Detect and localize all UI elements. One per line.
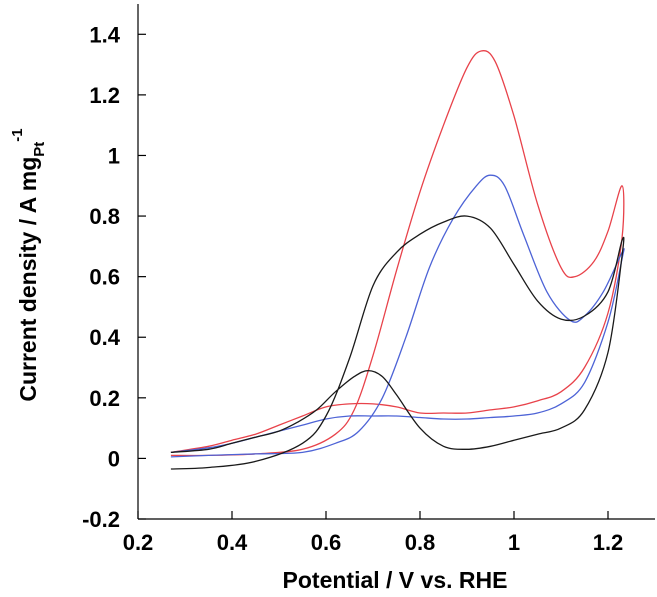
x-tick-label: 0.6 <box>311 530 342 555</box>
y-tick-label: 0.8 <box>89 204 120 229</box>
y-ticks: -0.2 0 0.2 0.4 0.6 0.8 1 1.2 1.4 <box>82 22 146 532</box>
series-line-3 <box>171 216 624 469</box>
x-tick-label: 0.8 <box>405 530 436 555</box>
y-tick-label: 0.2 <box>89 386 120 411</box>
plot-frame <box>138 4 655 519</box>
y-tick-label: -0.2 <box>82 507 120 532</box>
x-tick-label: 1 <box>508 530 520 555</box>
y-tick-label: 1 <box>108 143 120 168</box>
series-layer <box>171 51 624 469</box>
series-line-1 <box>171 51 624 456</box>
x-tick-label: 0.4 <box>217 530 248 555</box>
x-axis-title: Potential / V vs. RHE <box>283 567 508 593</box>
x-tick-label: 0.2 <box>123 530 154 555</box>
series-line-2 <box>171 175 624 457</box>
x-tick-label: 1.2 <box>593 530 624 555</box>
x-ticks: 0.2 0.4 0.6 0.8 1 1.2 <box>123 511 624 555</box>
y-tick-label: 1.2 <box>89 83 120 108</box>
y-tick-label: 0.4 <box>89 325 120 350</box>
y-axis-title-superscript: -1 <box>9 128 26 141</box>
y-axis-title: Current density / A mgPt -1 <box>9 128 48 401</box>
y-axis-title-main: Current density / A mg <box>15 157 41 402</box>
y-tick-label: 0 <box>108 446 120 471</box>
y-axis-title-subscript: Pt <box>31 142 48 157</box>
y-tick-label: 0.6 <box>89 265 120 290</box>
y-tick-label: 1.4 <box>89 22 120 47</box>
